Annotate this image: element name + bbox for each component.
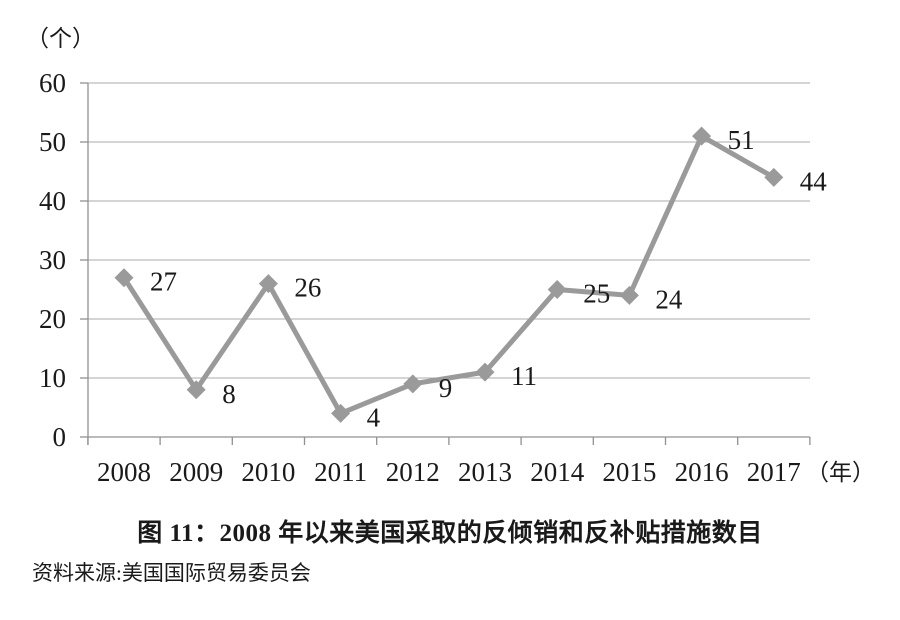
data-point-label: 44 xyxy=(800,166,828,196)
data-point-label: 51 xyxy=(728,125,755,155)
data-point-marker-2017 xyxy=(764,167,784,187)
chart-svg: （个） 0 10 20 30 40 50 60 2008 2009 2010 2011 2012 2013… xyxy=(26,26,875,487)
x-axis-tick-label: 2009 xyxy=(169,457,223,487)
y-axis-tick-label: 40 xyxy=(39,186,66,216)
y-axis-tick-label: 0 xyxy=(53,422,67,452)
chart-source-note: 资料来源:美国国际贸易委员会 xyxy=(32,561,311,585)
data-point-marker-2013 xyxy=(475,362,495,382)
x-axis-unit-label: （年） xyxy=(806,460,875,485)
x-axis-tick-label: 2010 xyxy=(241,457,295,487)
data-point-marker-2010 xyxy=(258,274,278,294)
data-point-label: 4 xyxy=(367,402,381,432)
data-point-label: 24 xyxy=(655,284,683,314)
data-point-marker-2008 xyxy=(114,268,134,288)
x-axis-tick-label: 2014 xyxy=(530,457,585,487)
data-point-marker-2011 xyxy=(331,403,351,423)
y-axis-tick-label: 30 xyxy=(39,245,66,275)
series-line xyxy=(121,133,777,416)
data-point-label: 11 xyxy=(511,361,537,391)
x-axis-tick-label: 2017 xyxy=(747,457,801,487)
data-point-marker-2014 xyxy=(547,280,567,299)
data-point-label: 8 xyxy=(222,379,236,409)
data-point-label: 27 xyxy=(150,267,177,297)
line-chart: （个） 0 10 20 30 40 50 60 2008 2009 2010 2011 2012 2013… xyxy=(26,26,875,487)
y-axis-tick-label: 50 xyxy=(39,127,66,157)
y-axis-unit-label: （个） xyxy=(26,26,95,51)
data-point-label: 26 xyxy=(294,273,321,303)
data-point-label: 25 xyxy=(583,279,610,309)
chart-title: 图 11：2008 年以来美国采取的反倾销和反补贴措施数目 xyxy=(137,520,763,547)
y-axis-tick-label: 20 xyxy=(39,304,66,334)
x-axis-tick-label: 2015 xyxy=(602,457,656,487)
y-axis-tick-label: 60 xyxy=(39,68,66,98)
data-point-marker-2016 xyxy=(692,126,712,146)
x-axis-tick-label: 2013 xyxy=(458,457,512,487)
x-axis-tick-label: 2008 xyxy=(97,457,151,487)
x-axis-tick-label: 2012 xyxy=(386,457,440,487)
data-point-marker-2015 xyxy=(619,285,639,305)
x-axis-tick-label: 2016 xyxy=(675,457,729,487)
data-point-marker-2012 xyxy=(403,374,423,394)
y-axis-tick-label: 10 xyxy=(39,363,66,393)
data-point-marker-2009 xyxy=(186,380,206,400)
data-point-label: 9 xyxy=(439,373,453,403)
x-axis-tick-label: 2011 xyxy=(314,457,367,487)
